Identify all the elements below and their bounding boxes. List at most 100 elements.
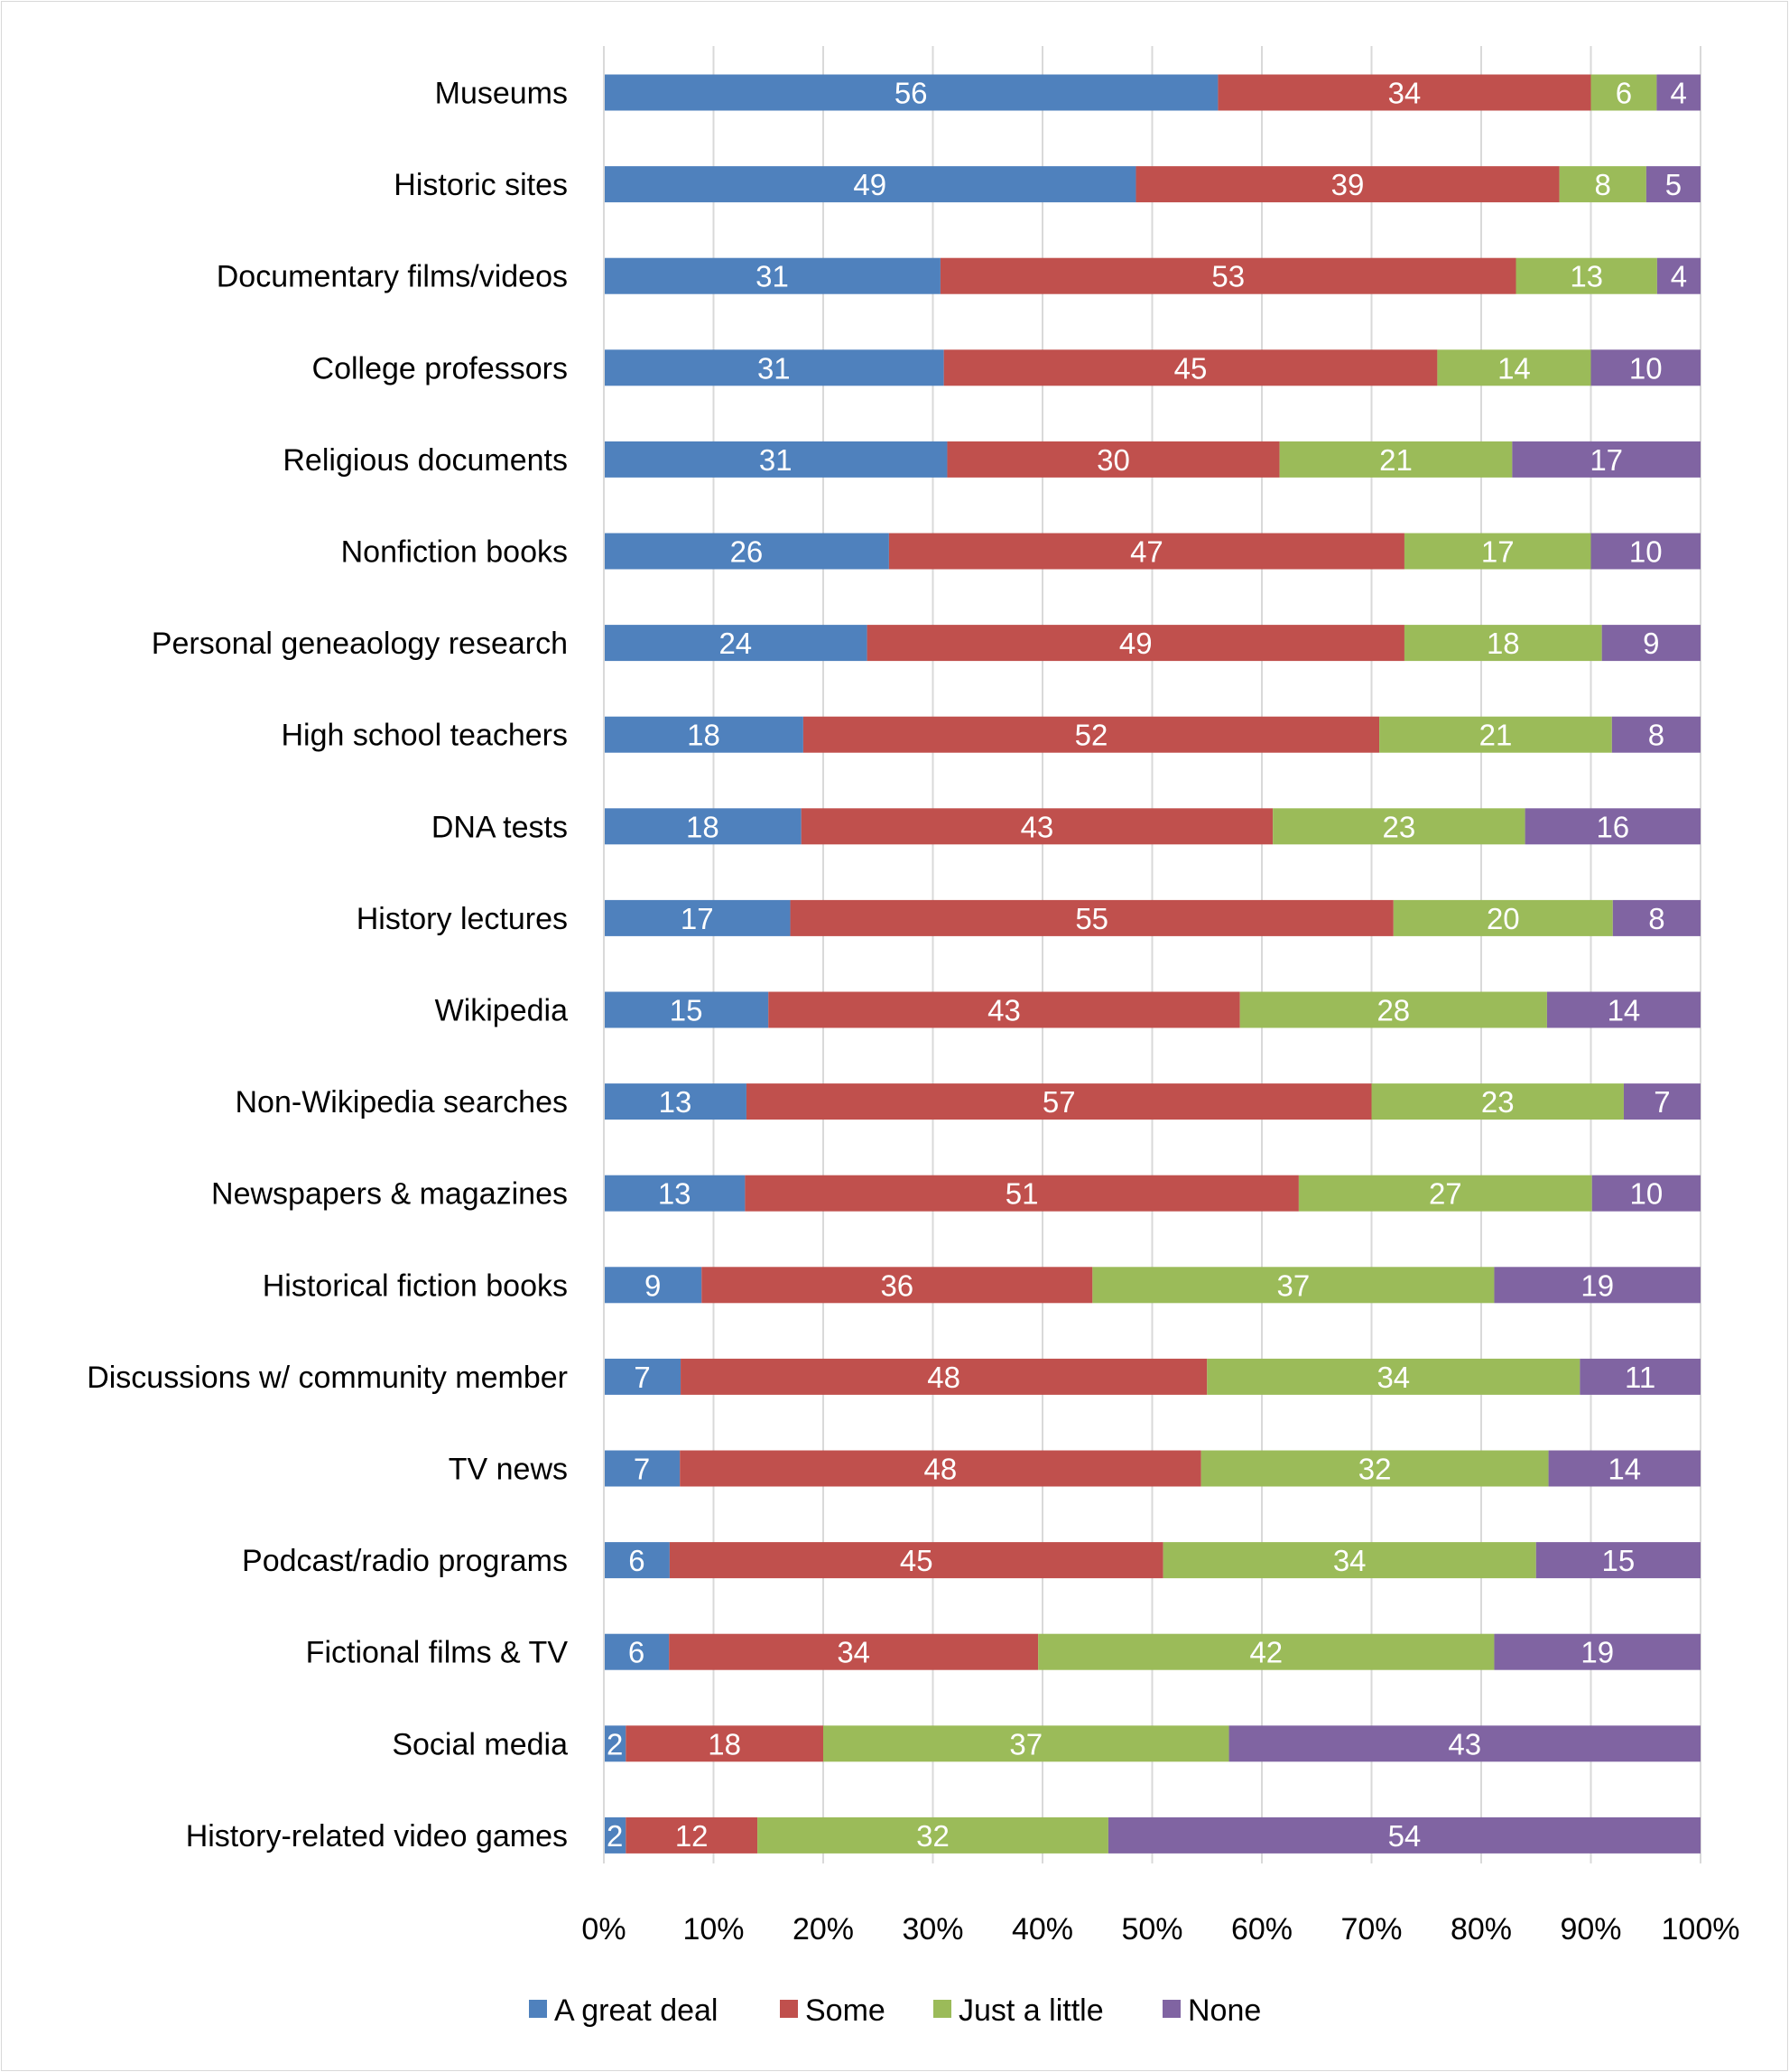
data-label: 45 [900,1544,933,1577]
category-label: Personal geneaology research [152,627,568,661]
bar-segment [680,1450,1201,1487]
data-label: 6 [628,1636,644,1669]
bar-segment [1163,1542,1536,1579]
data-label: 48 [927,1361,960,1394]
bar-segment [604,441,948,478]
data-label: 10 [1629,351,1663,385]
data-label: 19 [1580,1636,1614,1669]
data-label: 9 [644,1268,661,1302]
data-label: 10 [1629,535,1663,569]
bar-segment [1601,625,1701,662]
bar-segment [1590,349,1701,386]
category-label: Religious documents [283,443,568,478]
data-label: 34 [1388,77,1422,110]
bar-segment [1546,991,1701,1028]
data-label: 37 [1277,1268,1311,1302]
bar-segment [604,716,803,753]
bar-segment [604,625,867,662]
data-label: 43 [1448,1727,1481,1761]
data-label: 17 [681,902,714,935]
bar-segment [1548,1450,1701,1487]
data-label: 32 [916,1819,950,1853]
legend-label: None [1188,1993,1261,2028]
data-label: 6 [628,1544,644,1577]
category-label: Newspapers & magazines [211,1177,568,1212]
bar-segment [604,257,941,294]
data-label: 17 [1481,535,1515,569]
bar-segment [604,533,889,570]
bar-segment [1393,899,1613,936]
bar-segment [1038,1633,1495,1670]
bar-segment [940,257,1516,294]
bar-segment [1379,716,1612,753]
data-label: 21 [1479,719,1513,752]
data-label: 7 [1654,1085,1670,1119]
bar-segment [790,899,1394,936]
data-label: 23 [1481,1085,1515,1119]
x-tick-label: 50% [1121,1912,1182,1947]
data-label: 34 [837,1636,870,1669]
data-label: 8 [1595,168,1611,201]
category-label: Social media [392,1727,568,1761]
legend-label: Some [805,1993,885,2028]
bar-segment [867,625,1404,662]
bar-segment [943,349,1438,386]
bar-segment [1092,1267,1495,1304]
data-label: 14 [1608,1453,1641,1486]
data-label: 43 [1021,810,1054,843]
bar-segment [604,1267,702,1304]
data-label: 31 [759,443,793,477]
data-label: 10 [1629,1177,1663,1211]
data-label: 7 [634,1453,650,1486]
x-tick-label: 100% [1662,1912,1740,1947]
bar-segment [1612,899,1701,936]
data-label: 34 [1377,1361,1410,1394]
bar-segment [1559,166,1646,203]
bar-segment [1207,1358,1580,1395]
category-label: College professors [312,351,568,386]
data-label: 42 [1249,1636,1283,1669]
data-label: 47 [1130,535,1163,569]
data-label: 54 [1388,1819,1422,1853]
x-tick-label: 80% [1451,1912,1512,1947]
bar-segment [757,1816,1108,1854]
data-label: 18 [687,719,720,752]
data-label: 49 [853,168,886,201]
legend-label: A great deal [554,1993,718,2028]
bar-segment [681,1358,1208,1395]
data-label: 20 [1487,902,1520,935]
category-label: Historic sites [394,168,568,202]
category-label: History-related video games [186,1819,568,1854]
data-label: 2 [607,1727,623,1761]
data-label: 18 [708,1727,741,1761]
data-label: 52 [1075,719,1108,752]
bar-segment [604,74,1219,111]
x-tick-label: 40% [1012,1912,1073,1947]
data-label: 16 [1596,810,1629,843]
data-label: 36 [880,1268,913,1302]
data-label: 28 [1377,994,1410,1027]
data-label: 19 [1580,1268,1614,1302]
legend-swatch [780,2000,798,2018]
data-label: 17 [1590,443,1623,477]
bar-segment [604,1175,746,1212]
bar-segment [604,899,791,936]
bar-segment [1516,257,1657,294]
bar-segment [604,1450,681,1487]
legend-swatch [1163,2000,1181,2018]
bar-segment [604,1358,681,1395]
bar-segment [604,1633,670,1670]
data-label: 12 [675,1819,709,1853]
bar-segment [604,1083,746,1120]
bar-segment [1437,349,1591,386]
data-label: 15 [670,994,703,1027]
bar-segment [1591,1175,1701,1212]
data-label: 48 [924,1453,958,1486]
data-label: 39 [1331,168,1365,201]
bar-segment [823,1725,1229,1762]
data-label: 56 [894,77,928,110]
data-label: 27 [1429,1177,1462,1211]
data-label: 7 [634,1361,650,1394]
